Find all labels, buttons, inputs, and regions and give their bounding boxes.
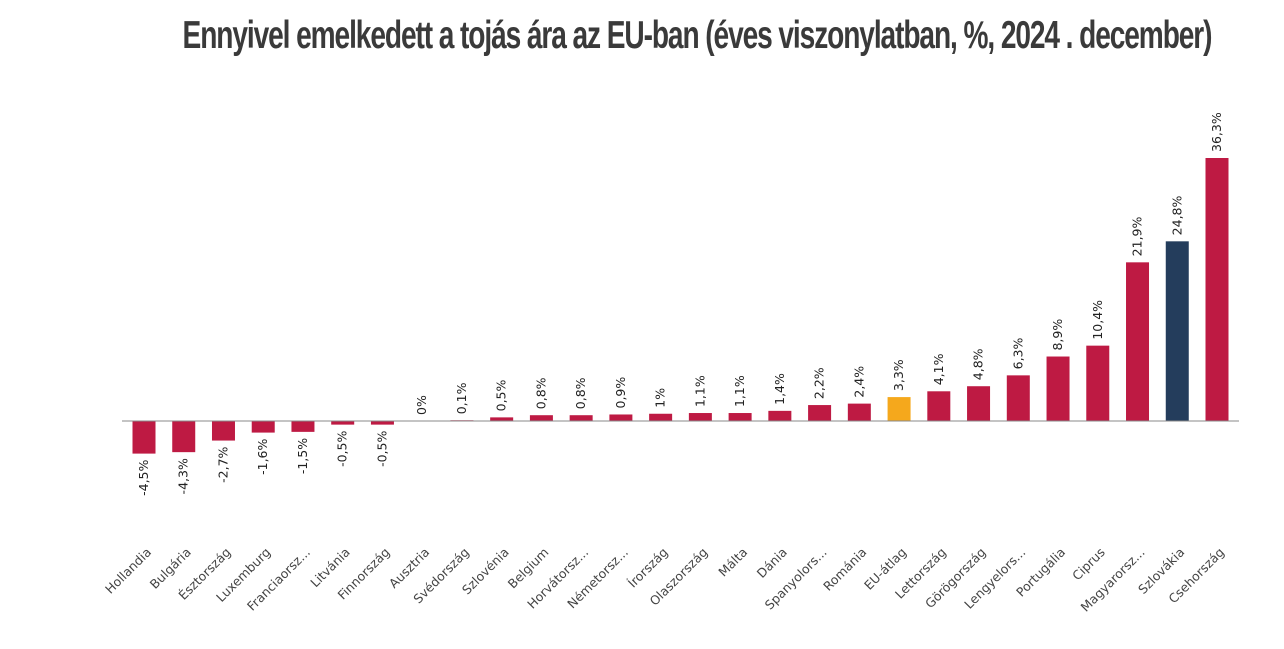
value-label-7: 0%	[414, 395, 429, 415]
value-label-6: -0,5%	[374, 431, 389, 467]
bar-18	[847, 403, 871, 421]
category-label-24: Ciprus	[1069, 545, 1108, 584]
value-label-2: -2,7%	[215, 446, 230, 482]
bar-13	[649, 413, 673, 421]
value-label-17: 2,2%	[812, 367, 827, 399]
value-label-24: 10,4%	[1090, 300, 1105, 340]
bar-22	[1006, 375, 1030, 421]
value-label-3: -1,6%	[255, 438, 270, 474]
bar-1	[172, 421, 196, 453]
category-label-16: Dánia	[754, 545, 790, 581]
value-label-18: 2,4%	[851, 366, 866, 398]
value-label-1: -4,3%	[176, 458, 191, 494]
value-labels-group: -4,5% -4,3% -2,7% -1,6% -1,5% -0,5% -0,5% 0% 0,1…	[136, 112, 1224, 496]
value-label-11: 0,8%	[573, 377, 588, 409]
bar-0	[132, 421, 156, 454]
value-label-14: 1,1%	[692, 375, 707, 407]
value-label-25: 21,9%	[1130, 216, 1145, 256]
bar-3	[251, 421, 275, 433]
bar-16	[768, 410, 792, 421]
bar-14	[688, 413, 712, 421]
value-label-16: 1,4%	[772, 373, 787, 405]
bar-26	[1165, 241, 1189, 421]
bar-23	[1046, 356, 1070, 421]
value-label-19: 3,3%	[891, 359, 906, 391]
value-label-9: 0,5%	[494, 379, 509, 411]
category-label-15: Málta	[715, 545, 750, 580]
bar-9	[490, 417, 514, 421]
value-label-13: 1%	[653, 388, 668, 408]
category-label-0: Hollandia	[102, 545, 154, 597]
bar-5	[331, 421, 355, 425]
value-label-27: 36,3%	[1209, 112, 1224, 152]
bar-24	[1086, 345, 1110, 421]
value-label-0: -4,5%	[136, 459, 151, 495]
value-label-4: -1,5%	[295, 438, 310, 474]
value-label-5: -0,5%	[335, 431, 350, 467]
bar-21	[967, 386, 991, 421]
bar-12	[609, 414, 633, 421]
value-label-23: 8,9%	[1050, 319, 1065, 351]
value-label-10: 0,8%	[533, 377, 548, 409]
value-label-26: 24,8%	[1169, 195, 1184, 235]
bar-27	[1205, 158, 1229, 421]
bar-17	[808, 405, 832, 421]
value-label-8: 0,1%	[454, 382, 469, 414]
bar-4	[291, 421, 315, 432]
bar-11	[569, 415, 593, 421]
category-labels-group: HollandiaBulgáriaÉsztországLuxemburgFran…	[102, 545, 1227, 615]
value-label-15: 1,1%	[732, 375, 747, 407]
category-label-18: Románia	[820, 545, 869, 594]
value-label-20: 4,1%	[931, 353, 946, 385]
bar-25	[1126, 262, 1150, 421]
bar-20	[927, 391, 951, 421]
value-label-21: 4,8%	[971, 348, 986, 380]
bar-6	[370, 421, 394, 425]
bar-10	[529, 415, 553, 421]
bar-19	[887, 397, 911, 421]
chart-title: Ennyivel emelkedett a tojás ára az EU-ba…	[182, 14, 1213, 57]
bars-group	[132, 158, 1229, 454]
value-label-22: 6,3%	[1010, 337, 1025, 369]
value-label-12: 0,9%	[613, 377, 628, 409]
bar-2	[211, 421, 235, 441]
bar-15	[728, 413, 752, 421]
